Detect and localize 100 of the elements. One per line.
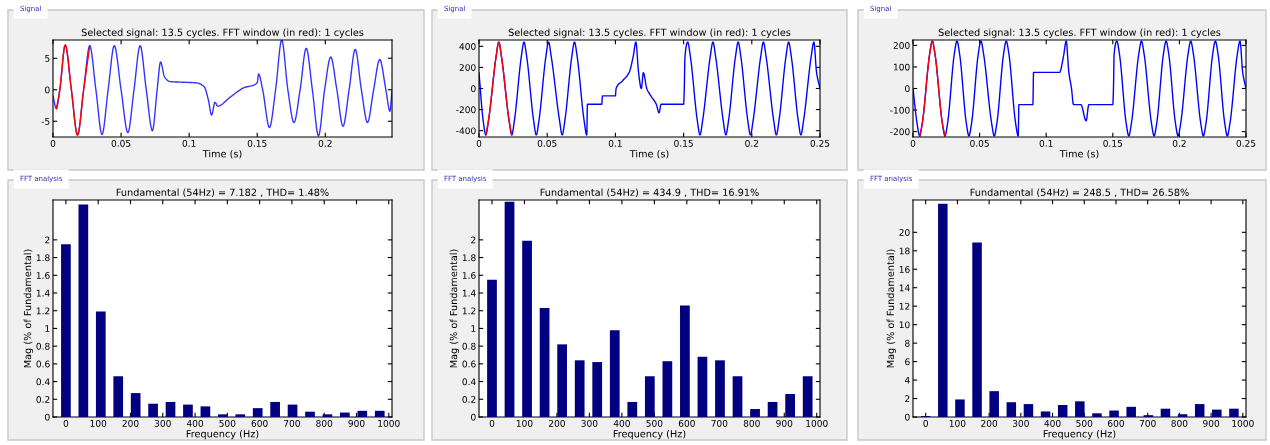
bar — [1194, 404, 1205, 417]
y-tick-label: -200 — [890, 128, 910, 136]
x-tick-label: 0 — [910, 139, 916, 147]
x-tick-label: 0.15 — [247, 139, 267, 147]
bar — [322, 414, 333, 417]
bar — [557, 344, 568, 417]
x-tick-label: 0.2 — [745, 139, 759, 147]
bar — [1160, 408, 1171, 417]
bar — [487, 279, 497, 417]
x-tick-label: 700 — [284, 419, 300, 427]
x-tick-label: 400 — [186, 419, 204, 427]
bar — [183, 404, 193, 417]
chart-title: Selected signal: 13.5 cycles. FFT window (in red): 1 cycles — [938, 28, 1221, 38]
x-tick-label: 900 — [776, 419, 793, 427]
x-tick-label: 800 — [1171, 419, 1188, 427]
y-tick-label: 1.8 — [462, 254, 476, 262]
x-tick-label: 500 — [219, 419, 236, 427]
x-tick-label: 600 — [251, 419, 268, 427]
x-tick-label: 600 — [678, 419, 695, 427]
bar — [715, 360, 725, 417]
x-axis-title: Frequency (Hz) — [186, 429, 259, 440]
y-tick-label: 0.6 — [462, 360, 476, 368]
y-tick-label: -200 — [456, 106, 476, 114]
bar — [148, 403, 158, 417]
x-tick-label: 700 — [1139, 419, 1156, 427]
x-tick-label: 600 — [1107, 419, 1124, 427]
bar — [680, 305, 690, 417]
bar — [1075, 401, 1085, 417]
chart-title: Fundamental (54Hz) = 248.5 , THD= 26.58% — [970, 188, 1189, 198]
y-tick-label: 1 — [471, 325, 476, 332]
y-tick-label: 1.4 — [36, 289, 50, 297]
y-tick-label: 1.6 — [462, 272, 476, 279]
y-tick-label: 1.2 — [462, 307, 476, 315]
bar — [235, 414, 246, 417]
x-tick-label: 100 — [949, 419, 966, 427]
y-tick-label: 0.2 — [36, 396, 50, 403]
bar — [522, 240, 532, 417]
x-tick-label: 0.05 — [111, 139, 131, 147]
y-tick-label: 2 — [905, 395, 910, 402]
y-tick-label: 1 — [45, 325, 50, 332]
x-tick-label: 1000 — [1232, 419, 1254, 427]
bar — [1040, 411, 1051, 417]
bar — [287, 404, 298, 417]
x-axis-title: Time (s) — [629, 149, 669, 159]
y-tick-label: 0.4 — [36, 378, 50, 386]
y-tick-label: 200 — [459, 64, 476, 71]
y-tick-label: 0.8 — [462, 342, 476, 350]
y-tick-label: 5 — [45, 55, 50, 62]
y-tick-label: 0 — [905, 413, 910, 421]
y-tick-label: 2 — [471, 236, 476, 244]
y-tick-label: 14 — [899, 284, 910, 292]
y-tick-label: 0.8 — [36, 342, 50, 350]
x-tick-label: 0.05 — [970, 139, 989, 147]
bar — [938, 203, 948, 417]
x-tick-label: 400 — [1044, 419, 1061, 427]
x-tick-label: 0.05 — [537, 139, 557, 147]
bar — [802, 376, 813, 417]
bar — [750, 409, 760, 417]
x-tick-label: 0.25 — [1236, 139, 1256, 147]
x-tick-label: 0.1 — [1039, 139, 1053, 147]
x-tick-label: 800 — [316, 419, 333, 427]
x-tick-label: 0.15 — [1103, 139, 1123, 147]
y-tick-label: 100 — [893, 63, 910, 71]
x-tick-label: 700 — [711, 419, 728, 427]
bar — [972, 242, 982, 417]
x-tick-label: 0 — [50, 139, 56, 147]
y-tick-label: 6 — [905, 358, 910, 366]
bar — [217, 414, 228, 417]
x-tick-label: 500 — [646, 419, 663, 427]
bar — [357, 410, 368, 417]
y-tick-label: 16 — [899, 265, 910, 273]
bar — [305, 411, 315, 417]
bar — [1006, 402, 1017, 417]
x-tick-label: 0 — [63, 419, 69, 427]
y-tick-label: -100 — [890, 106, 910, 114]
bar — [200, 406, 211, 417]
bar — [989, 391, 999, 417]
bar — [340, 412, 350, 417]
x-tick-label: 0.25 — [810, 139, 830, 147]
x-tick-label: 0.2 — [1172, 139, 1186, 147]
x-tick-label: 0.2 — [318, 139, 332, 147]
x-axis-title: Frequency (Hz) — [1043, 429, 1116, 440]
x-tick-label: 200 — [122, 419, 139, 427]
x-tick-label: 0 — [923, 419, 928, 427]
bar — [113, 376, 124, 417]
x-tick-label: 300 — [581, 419, 598, 427]
bar — [1212, 409, 1222, 417]
chart-title: Fundamental (54Hz) = 434.9 , THD= 16.91% — [540, 188, 759, 198]
bar — [95, 311, 106, 417]
bar — [1057, 405, 1068, 417]
y-tick-label: 0.6 — [36, 360, 50, 368]
y-axis-title: Mag (% of Fundamental) — [886, 249, 896, 368]
y-axis-title: Mag (% of Fundamental) — [23, 249, 34, 368]
bar — [374, 410, 385, 417]
y-tick-label: 1.8 — [36, 254, 50, 262]
y-tick-label: -400 — [456, 127, 476, 135]
x-tick-label: 0 — [476, 139, 482, 147]
x-tick-label: 200 — [981, 419, 998, 427]
x-axis-title: Time (s) — [1059, 149, 1099, 159]
bar — [130, 393, 141, 417]
